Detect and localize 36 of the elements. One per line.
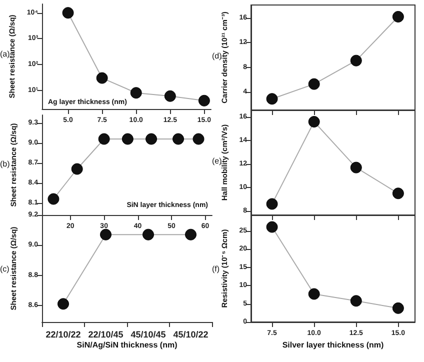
point: [308, 116, 320, 128]
x-tick-label: 45/10/45: [130, 330, 166, 340]
point: [48, 193, 60, 205]
text: (a): [0, 50, 10, 58]
point: [308, 78, 320, 90]
annotation: (f): [212, 264, 220, 274]
point: [122, 133, 134, 145]
x-axis-title: SiN/Ag/SiN thickness (nm): [76, 340, 178, 350]
text: (d): [212, 52, 222, 60]
point: [164, 90, 176, 102]
x-tick-label: 22/10/45: [88, 330, 124, 340]
text: (b): [0, 160, 10, 168]
x-tick-label: 22/10/22: [46, 330, 81, 340]
point: [98, 133, 110, 145]
text: (c): [0, 264, 10, 274]
point: [266, 221, 278, 233]
point: [172, 133, 184, 145]
point: [392, 10, 404, 22]
point: [350, 54, 362, 66]
point: [146, 133, 158, 145]
x-axis-title: Silver layer thickness (nm): [282, 340, 384, 350]
point: [350, 162, 362, 174]
point: [392, 302, 404, 314]
point: [266, 93, 278, 105]
point: [350, 295, 362, 307]
point: [71, 163, 83, 175]
point: [192, 133, 204, 145]
point: [198, 94, 210, 106]
point: [392, 188, 404, 200]
point: [96, 72, 108, 84]
point: [62, 7, 74, 19]
point: [130, 87, 142, 99]
point: [266, 198, 278, 210]
x-tick-label: 45/10/22: [173, 330, 208, 340]
annotation: (e): [212, 156, 222, 166]
point: [308, 288, 320, 300]
